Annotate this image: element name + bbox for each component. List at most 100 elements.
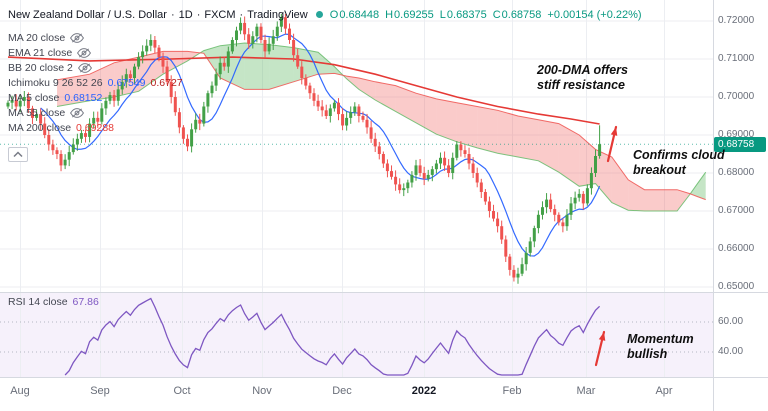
ichimoku-cloud — [56, 42, 707, 212]
annotation-breakout-text[interactable]: Confirms cloud breakout — [633, 148, 725, 177]
candle — [422, 166, 426, 186]
chart-legend: New Zealand Dollar / U.S. Dollar · 1D · … — [8, 6, 648, 162]
candle — [549, 193, 553, 213]
candle — [186, 134, 189, 152]
candle — [26, 92, 30, 113]
time-axis[interactable]: Aug Sep Oct Nov Dec 2022 Feb Mar Apr — [0, 377, 768, 411]
candle — [426, 169, 430, 182]
candle — [283, 14, 287, 35]
candle — [177, 107, 181, 134]
close-value: 0.68758 — [501, 8, 542, 21]
candle — [369, 120, 373, 143]
indicator-row[interactable]: EMA 21 close — [8, 45, 648, 60]
candle — [194, 113, 198, 133]
indicator-label: EMA 21 close — [8, 46, 73, 59]
candle — [10, 95, 14, 110]
candle — [92, 111, 96, 128]
indicator-row[interactable]: MA 5 close 0.68152 — [8, 90, 648, 105]
visibility-eye-icon[interactable] — [77, 62, 92, 73]
annotation-arrow-breakout[interactable] — [606, 125, 618, 163]
candle — [594, 149, 597, 177]
candle — [532, 225, 536, 248]
separator: · — [239, 8, 244, 21]
candle — [332, 100, 336, 112]
candle — [230, 37, 234, 54]
indicator-row[interactable]: MA 20 close — [8, 30, 648, 45]
candle — [275, 21, 279, 41]
candle — [79, 129, 83, 143]
visibility-eye-icon[interactable] — [70, 107, 85, 118]
time-axis-label: Dec — [332, 385, 352, 397]
candle — [475, 167, 479, 188]
candle — [88, 118, 92, 143]
visibility-eye-icon[interactable] — [70, 32, 85, 43]
rsi-legend-row[interactable]: RSI 14 close 67.86 — [8, 296, 99, 308]
indicator-row[interactable]: Ichimoku 9 26 52 26 0.67549 0.6727 — [8, 75, 648, 90]
rsi-label: RSI 14 close — [8, 296, 68, 308]
interval-label[interactable]: 1D — [178, 8, 193, 21]
candle — [235, 26, 238, 47]
candle — [459, 141, 463, 157]
open-value: 0.68448 — [339, 8, 380, 21]
indicator-value: 0.6727 — [150, 76, 183, 89]
candle — [149, 34, 153, 52]
candle — [206, 90, 210, 113]
candle — [496, 212, 500, 233]
candle — [300, 61, 304, 85]
candle — [39, 108, 43, 131]
rsi-axis[interactable]: 60.00 40.00 — [713, 292, 768, 377]
senkou-b-line — [56, 50, 706, 201]
candle — [71, 138, 75, 155]
exchange-label: FXCM — [204, 8, 236, 21]
change-value: +0.00154 (+0.22%) — [547, 8, 642, 21]
candle — [557, 212, 561, 226]
time-axis-label: Feb — [502, 385, 522, 397]
candle — [67, 145, 71, 167]
candle — [414, 159, 418, 181]
indicator-row[interactable]: MA 200 close 0.69288 — [8, 120, 648, 135]
candle — [100, 103, 104, 125]
candle — [267, 37, 271, 55]
candle — [573, 191, 577, 210]
candle — [312, 88, 316, 107]
annotation-resistance-text[interactable]: 200-DMA offers stiff resistance — [537, 63, 628, 92]
candle — [259, 23, 263, 44]
candle — [316, 94, 320, 111]
candle — [357, 104, 361, 123]
price-axis[interactable]: 0.72000 0.71000 0.70000 0.69000 0.68000 0.670… — [713, 0, 768, 292]
candle — [96, 111, 100, 128]
candle — [288, 23, 291, 44]
annotation-arrow-momentum[interactable] — [594, 330, 606, 367]
separator: · — [170, 8, 175, 21]
candle — [381, 151, 385, 168]
candle — [365, 113, 369, 134]
indicator-row[interactable]: BB 20 close 2 — [8, 60, 648, 75]
candle — [218, 56, 222, 80]
rsi-pane-background — [0, 292, 713, 377]
candle — [561, 218, 565, 233]
candle — [406, 179, 410, 194]
rsi-value: 67.86 — [72, 296, 99, 308]
candle — [581, 191, 585, 210]
candle — [349, 106, 353, 124]
indicator-row[interactable]: MA 55 close — [8, 105, 648, 120]
candle — [479, 178, 483, 198]
legend-collapse-button[interactable] — [8, 147, 28, 162]
candle — [271, 29, 275, 50]
candle — [112, 90, 116, 107]
annotation-momentum-text[interactable]: Momentum bullish — [627, 332, 694, 361]
candle — [410, 171, 414, 188]
candle — [165, 60, 169, 85]
candle — [75, 133, 79, 151]
candles-layer — [6, 13, 602, 284]
candle — [222, 56, 226, 71]
symbol-header-row[interactable]: New Zealand Dollar / U.S. Dollar · 1D · … — [8, 6, 648, 23]
candle — [483, 189, 487, 205]
candle — [398, 178, 402, 194]
candle — [353, 102, 357, 116]
visibility-eye-icon[interactable] — [77, 47, 92, 58]
candle — [84, 129, 87, 143]
candle — [169, 75, 173, 104]
